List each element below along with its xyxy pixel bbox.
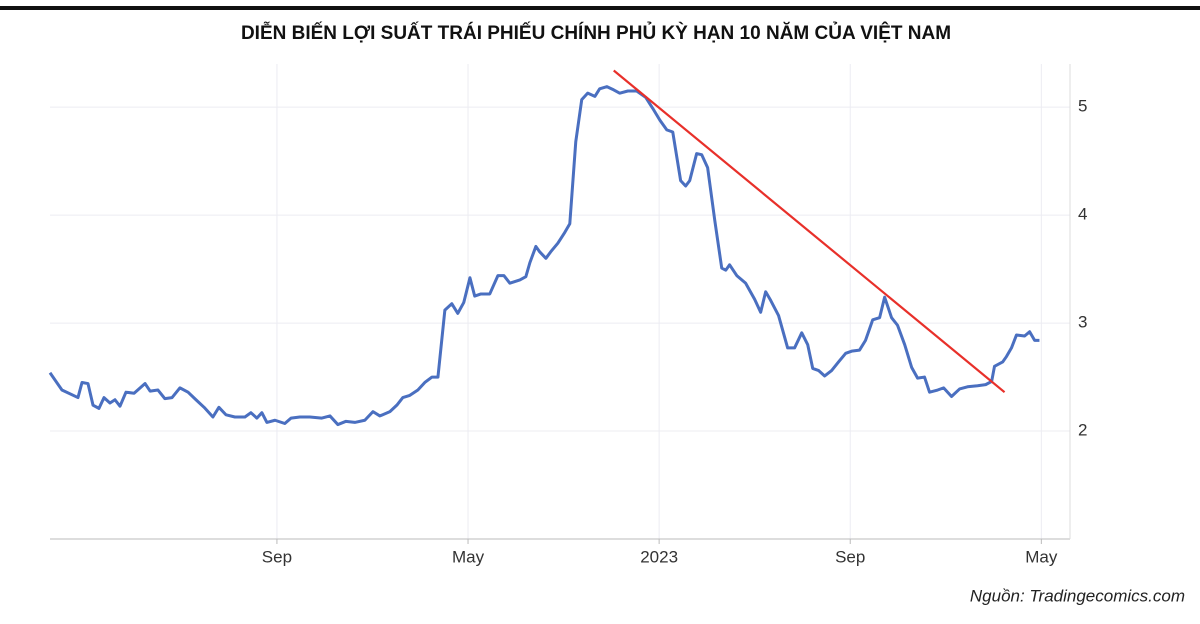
x-tick-label: Sep <box>262 547 292 566</box>
line-series <box>48 85 1040 427</box>
y-tick-label: 5 <box>1078 97 1087 116</box>
y-tick-label: 4 <box>1078 205 1087 224</box>
x-tick-label: 2023 <box>640 547 678 566</box>
x-tick-label: May <box>452 547 485 566</box>
source: Nguồn: Tradingecomics.com <box>970 586 1185 605</box>
top-rule <box>0 6 1200 10</box>
x-tick-label: Sep <box>835 547 865 566</box>
chart-title: DIỄN BIẾN LỢI SUẤT TRÁI PHIẾU CHÍNH PHỦ … <box>241 22 951 44</box>
x-tick-label: May <box>1025 547 1058 566</box>
trend-line <box>613 69 1006 394</box>
y-tick-label: 2 <box>1078 421 1087 440</box>
y-tick-label: 3 <box>1078 313 1087 332</box>
